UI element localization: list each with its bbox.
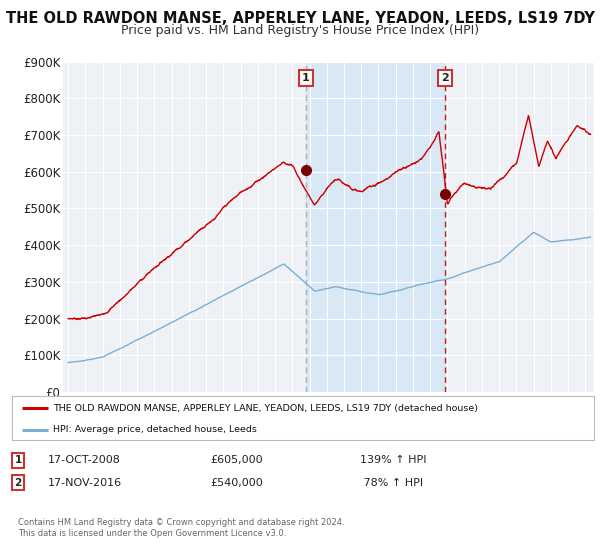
Text: £540,000: £540,000	[210, 478, 263, 488]
Text: THE OLD RAWDON MANSE, APPERLEY LANE, YEADON, LEEDS, LS19 7DY: THE OLD RAWDON MANSE, APPERLEY LANE, YEA…	[5, 11, 595, 26]
Text: This data is licensed under the Open Government Licence v3.0.: This data is licensed under the Open Gov…	[18, 530, 286, 539]
Text: Price paid vs. HM Land Registry's House Price Index (HPI): Price paid vs. HM Land Registry's House …	[121, 24, 479, 37]
Text: 78% ↑ HPI: 78% ↑ HPI	[360, 478, 423, 488]
Text: 17-NOV-2016: 17-NOV-2016	[48, 478, 122, 488]
Text: 2: 2	[14, 478, 22, 488]
Text: HPI: Average price, detached house, Leeds: HPI: Average price, detached house, Leed…	[53, 426, 257, 435]
Text: 17-OCT-2008: 17-OCT-2008	[48, 455, 121, 465]
Text: £605,000: £605,000	[210, 455, 263, 465]
Text: 2: 2	[442, 73, 449, 83]
Text: Contains HM Land Registry data © Crown copyright and database right 2024.: Contains HM Land Registry data © Crown c…	[18, 519, 344, 528]
Text: 139% ↑ HPI: 139% ↑ HPI	[360, 455, 427, 465]
Text: 1: 1	[302, 73, 310, 83]
Text: 1: 1	[14, 455, 22, 465]
Text: THE OLD RAWDON MANSE, APPERLEY LANE, YEADON, LEEDS, LS19 7DY (detached house): THE OLD RAWDON MANSE, APPERLEY LANE, YEA…	[53, 404, 478, 413]
Bar	[306, 62, 445, 392]
